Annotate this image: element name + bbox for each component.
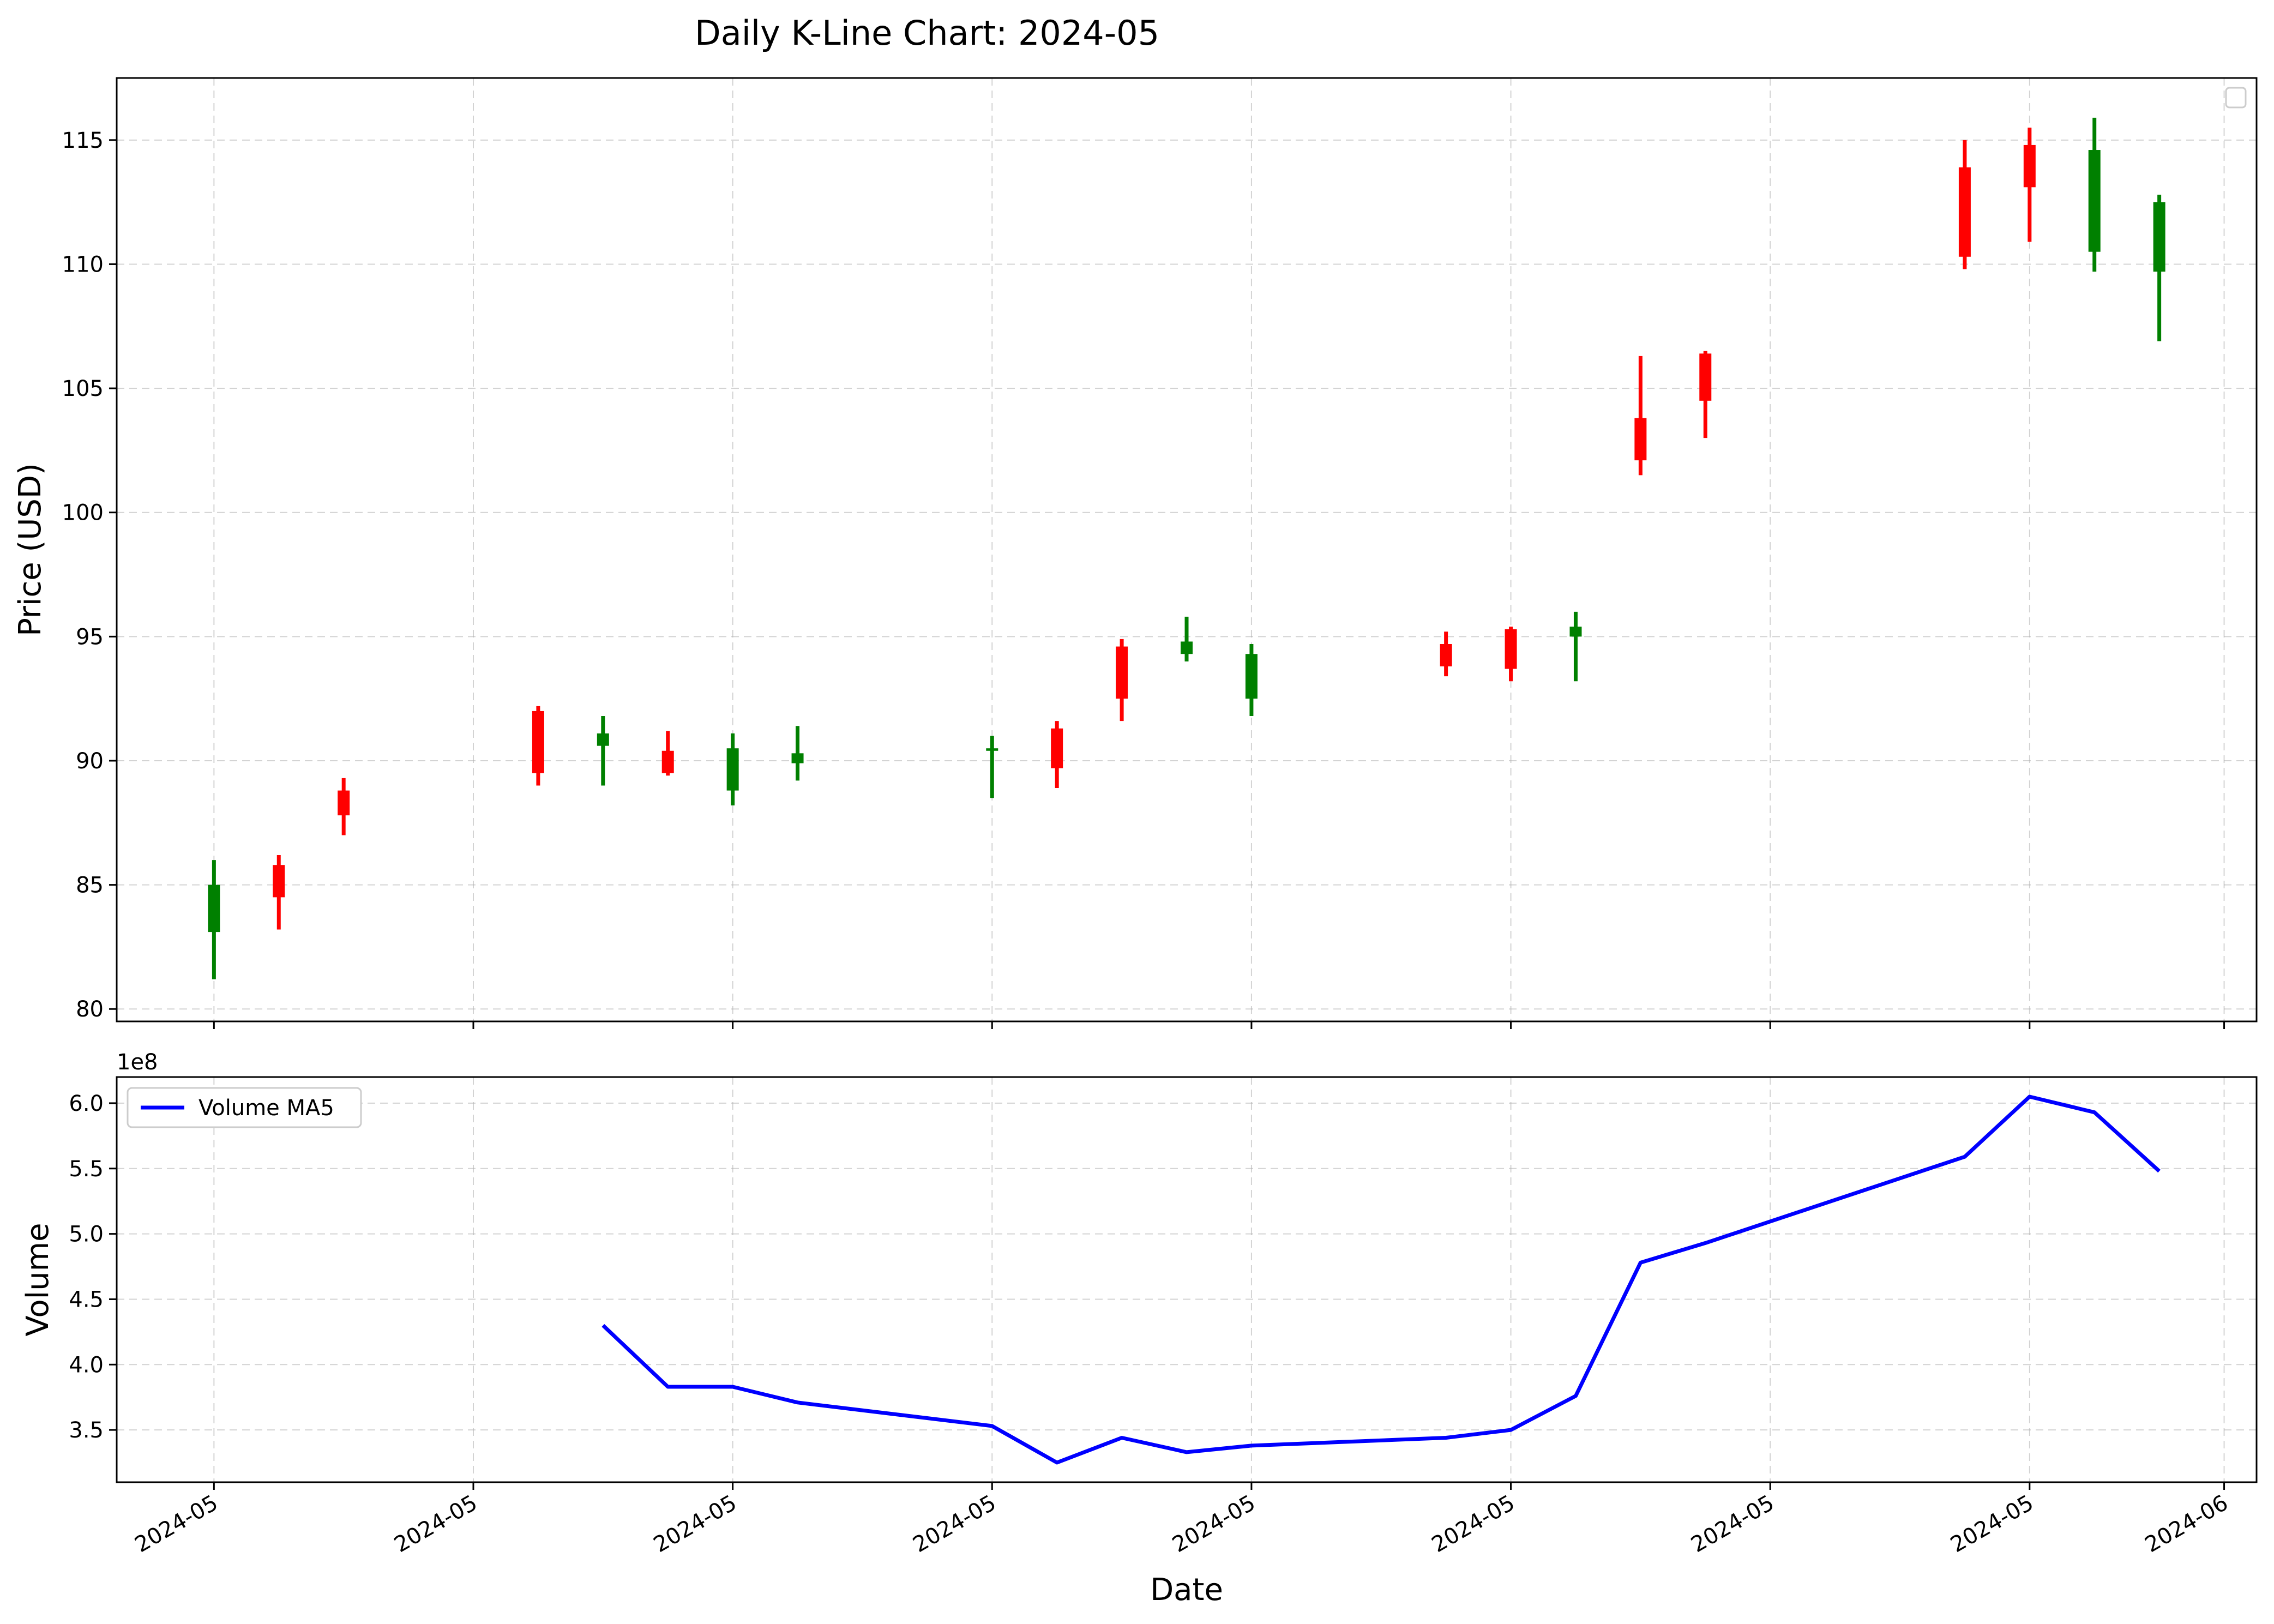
candle-body: [1245, 654, 1258, 699]
volume-ylabel: Volume: [20, 1223, 56, 1336]
candle: [726, 733, 739, 805]
price-axes-frame: [116, 77, 2258, 1022]
candle: [1181, 616, 1193, 661]
volume-offset-label: 1e8: [117, 1050, 158, 1075]
volume-grid: [117, 1077, 2257, 1482]
price-grid: [117, 78, 2257, 1021]
volume-legend-box: [127, 1087, 362, 1128]
volume-legend-label: Volume MA5: [198, 1096, 334, 1121]
candle: [273, 855, 285, 930]
candle-body: [338, 790, 350, 816]
candle-body: [208, 885, 220, 933]
chart-title: Daily K-Line Chart: 2024-05: [695, 13, 1159, 53]
price-ytick-label: 95: [76, 624, 104, 649]
price-ytick-label: 100: [62, 501, 104, 526]
candle: [2088, 117, 2101, 272]
volume-yticks: 3.5 4.0 4.5 5.0 5.5 6.0: [69, 1091, 117, 1443]
price-ytick-label: 80: [76, 997, 104, 1022]
candle-body: [2023, 145, 2036, 188]
volume-ytick-label: 4.0: [69, 1352, 104, 1378]
candle-body: [1440, 644, 1452, 666]
candle: [661, 731, 674, 776]
candle-body: [726, 748, 739, 791]
price-ylabel: Price (USD): [13, 463, 48, 636]
price-ytick-label: 115: [62, 128, 104, 153]
candle: [1569, 611, 1582, 682]
candle: [1505, 627, 1517, 682]
volume-ma5-line: [601, 1094, 2161, 1465]
candle-body: [1116, 646, 1128, 699]
candle: [208, 860, 220, 979]
volume-axes-frame: [116, 1076, 2258, 1483]
candle-body: [597, 733, 609, 746]
candle-body: [1958, 167, 1971, 257]
candle-body: [1569, 627, 1582, 637]
candle: [338, 778, 350, 835]
price-panel: 80 85 90 95 100 105 110 115 Price (USD): [13, 77, 2258, 1029]
candle: [597, 716, 609, 786]
candle: [532, 706, 544, 786]
candle: [1699, 351, 1712, 438]
price-ytick-label: 105: [62, 376, 104, 401]
candle: [2153, 194, 2165, 341]
candle: [1116, 639, 1128, 721]
price-ytick-label: 90: [76, 749, 104, 774]
candle-body: [273, 865, 285, 898]
volume-ytick-label: 6.0: [69, 1091, 104, 1116]
candles: [208, 117, 2165, 979]
volume-ytick-label: 4.5: [69, 1287, 104, 1312]
price-ytick-label: 110: [62, 252, 104, 277]
candle-body: [2088, 150, 2101, 252]
candle-body: [1634, 418, 1647, 461]
volume-ytick-label: 5.5: [69, 1157, 104, 1182]
candle: [1958, 140, 1971, 269]
candle-body: [791, 753, 804, 763]
candle-body: [1505, 629, 1517, 669]
candle-body: [1051, 728, 1063, 768]
candle: [791, 726, 804, 781]
candle: [1634, 356, 1647, 476]
candle-body: [1699, 353, 1712, 401]
candle-body: [986, 748, 998, 751]
candle-body: [2153, 202, 2165, 272]
candle: [1051, 721, 1063, 789]
xlabel: Date: [1150, 1572, 1223, 1608]
candle: [1440, 631, 1452, 677]
candle-body: [1181, 641, 1193, 654]
volume-legend: Volume MA5: [127, 1087, 362, 1128]
price-ytick-label: 85: [76, 873, 104, 898]
price-yticks: 80 85 90 95 100 105 110 115: [62, 128, 2225, 1029]
candle-body: [661, 750, 674, 773]
candle: [986, 736, 998, 798]
candle-body: [532, 711, 544, 773]
candle: [2023, 128, 2036, 242]
candle: [1245, 644, 1258, 717]
volume-ytick-label: 5.0: [69, 1222, 104, 1247]
volume-ytick-label: 3.5: [69, 1418, 104, 1443]
price-legend-box: [2225, 87, 2247, 109]
